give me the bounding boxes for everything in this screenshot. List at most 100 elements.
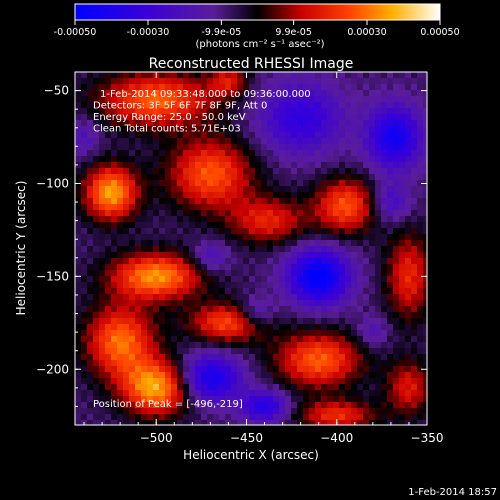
heatmap-cell bbox=[351, 372, 357, 378]
heatmap-cell bbox=[297, 132, 303, 138]
heatmap-cell bbox=[159, 330, 165, 336]
heatmap-cell bbox=[117, 318, 123, 324]
heatmap-cell bbox=[111, 216, 117, 222]
heatmap-cell bbox=[147, 300, 153, 306]
heatmap-cell bbox=[99, 186, 105, 192]
heatmap-cell bbox=[117, 366, 123, 372]
heatmap-cell bbox=[189, 414, 195, 420]
heatmap-cell bbox=[363, 318, 369, 324]
heatmap-cell bbox=[381, 102, 387, 108]
heatmap-cell bbox=[315, 138, 321, 144]
heatmap-cell bbox=[201, 354, 207, 360]
heatmap-cell bbox=[165, 414, 171, 420]
heatmap-cell bbox=[255, 186, 261, 192]
heatmap-cell bbox=[159, 408, 165, 414]
heatmap-cell bbox=[159, 186, 165, 192]
heatmap-cell bbox=[381, 312, 387, 318]
heatmap-cell bbox=[411, 204, 417, 210]
heatmap-cell bbox=[231, 222, 237, 228]
heatmap-cell bbox=[135, 126, 141, 132]
heatmap-cell bbox=[345, 306, 351, 312]
heatmap-cell bbox=[405, 198, 411, 204]
heatmap-cell bbox=[423, 390, 427, 396]
heatmap-cell bbox=[351, 180, 357, 186]
heatmap-cell bbox=[387, 132, 393, 138]
heatmap-cell bbox=[327, 108, 333, 114]
heatmap-cell bbox=[147, 258, 153, 264]
heatmap-cell bbox=[261, 198, 267, 204]
heatmap-cell bbox=[255, 192, 261, 198]
heatmap-cell bbox=[183, 180, 189, 186]
heatmap-cell bbox=[219, 324, 225, 330]
heatmap-cell bbox=[183, 204, 189, 210]
heatmap-cell bbox=[81, 78, 87, 84]
heatmap-cell bbox=[309, 270, 315, 276]
heatmap-cell bbox=[231, 312, 237, 318]
heatmap-cell bbox=[423, 360, 427, 366]
heatmap-cell bbox=[267, 372, 273, 378]
heatmap-cell bbox=[255, 336, 261, 342]
heatmap-cell bbox=[207, 72, 213, 78]
heatmap-cell bbox=[255, 300, 261, 306]
heatmap-cell bbox=[141, 276, 147, 282]
heatmap-cell bbox=[147, 228, 153, 234]
heatmap-cell bbox=[117, 390, 123, 396]
heatmap-cell bbox=[273, 294, 279, 300]
heatmap-cell bbox=[267, 198, 273, 204]
heatmap-cell bbox=[357, 342, 363, 348]
heatmap-cell bbox=[279, 192, 285, 198]
heatmap-cell bbox=[147, 72, 153, 78]
heatmap-cell bbox=[159, 402, 165, 408]
heatmap-cell bbox=[411, 90, 417, 96]
heatmap-cell bbox=[405, 354, 411, 360]
heatmap-cell bbox=[135, 372, 141, 378]
heatmap-cell bbox=[411, 408, 417, 414]
heatmap-cell bbox=[147, 336, 153, 342]
heatmap-cell bbox=[321, 258, 327, 264]
heatmap-cell bbox=[207, 102, 213, 108]
heatmap-cell bbox=[189, 396, 195, 402]
heatmap-cell bbox=[111, 132, 117, 138]
heatmap-cell bbox=[99, 150, 105, 156]
heatmap-cell bbox=[291, 318, 297, 324]
heatmap-cell bbox=[261, 372, 267, 378]
heatmap-cell bbox=[363, 144, 369, 150]
heatmap-cell bbox=[111, 204, 117, 210]
heatmap-cell bbox=[345, 300, 351, 306]
heatmap-cell bbox=[405, 258, 411, 264]
heatmap-cell bbox=[165, 78, 171, 84]
heatmap-cell bbox=[333, 366, 339, 372]
heatmap-cell bbox=[417, 306, 423, 312]
heatmap-cell bbox=[165, 276, 171, 282]
heatmap-cell bbox=[297, 138, 303, 144]
heatmap-cell bbox=[195, 186, 201, 192]
heatmap-cell bbox=[261, 402, 267, 408]
heatmap-cell bbox=[171, 396, 177, 402]
heatmap-cell bbox=[315, 72, 321, 78]
heatmap-cell bbox=[225, 288, 231, 294]
heatmap-cell bbox=[357, 90, 363, 96]
heatmap-cell bbox=[405, 90, 411, 96]
heatmap-cell bbox=[267, 306, 273, 312]
heatmap-cell bbox=[297, 126, 303, 132]
heatmap-cell bbox=[297, 168, 303, 174]
heatmap-cell bbox=[369, 204, 375, 210]
heatmap-cell bbox=[315, 348, 321, 354]
heatmap-cell bbox=[339, 384, 345, 390]
heatmap-cell bbox=[159, 234, 165, 240]
colorbar-tick-label: 9.9e-05 bbox=[275, 27, 311, 38]
heatmap-cell bbox=[291, 144, 297, 150]
heatmap-cell bbox=[327, 360, 333, 366]
heatmap-cell bbox=[81, 222, 87, 228]
heatmap-cell bbox=[297, 414, 303, 420]
heatmap-cell bbox=[303, 96, 309, 102]
heatmap-cell bbox=[315, 276, 321, 282]
heatmap-cell bbox=[153, 102, 159, 108]
heatmap-cell bbox=[141, 294, 147, 300]
heatmap-cell bbox=[243, 246, 249, 252]
heatmap-cell bbox=[393, 174, 399, 180]
heatmap-cell bbox=[279, 414, 285, 420]
heatmap-cell bbox=[393, 294, 399, 300]
heatmap-cell bbox=[159, 228, 165, 234]
heatmap-cell bbox=[255, 366, 261, 372]
